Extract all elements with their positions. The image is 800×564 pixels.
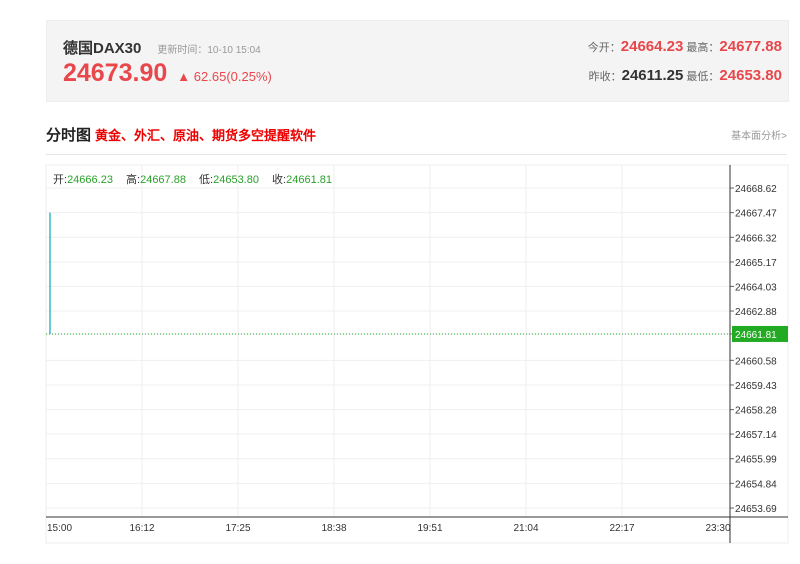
close-low-row: 昨收：24611.25 最低：24653.80 xyxy=(589,67,782,84)
y-tick-label: 24653.69 xyxy=(735,504,777,515)
high-value: 24677.88 xyxy=(719,38,782,55)
x-tick-label: 22:17 xyxy=(609,523,634,534)
legend-open-label: 开: xyxy=(53,174,68,186)
high-label: 最高： xyxy=(686,42,720,54)
legend-open: 24666.23 xyxy=(67,174,113,186)
open-label: 今开： xyxy=(587,42,621,54)
y-tick-label: 24668.62 xyxy=(735,184,777,195)
update-value: 10-10 15:04 xyxy=(207,45,261,56)
x-tick-label: 16:12 xyxy=(129,523,154,534)
price-row: 24673.90 ▲ 62.65(0.25%) xyxy=(63,59,272,88)
y-tick-label: 24660.58 xyxy=(735,356,777,367)
last-price-badge xyxy=(732,325,788,342)
ad-link[interactable]: 黄金、外汇、原油、期货多空提醒软件 xyxy=(95,128,317,143)
y-tick-label: 24654.84 xyxy=(735,479,777,490)
y-tick-label: 24657.14 xyxy=(735,430,777,441)
prev-close-label: 昨收： xyxy=(588,71,622,83)
current-price: 24673.90 xyxy=(63,59,168,87)
legend-close-label: 收: xyxy=(272,174,287,186)
legend-low: 24653.80 xyxy=(213,174,259,186)
y-tick-label: 24662.88 xyxy=(735,307,777,318)
ohlc-legend: 开:24666.23 高:24667.88 低:24653.80 收:24661… xyxy=(53,171,342,187)
legend-low-label: 低: xyxy=(199,174,214,186)
update-time: 更新时间：10-10 15:04 xyxy=(157,41,260,56)
y-tick-label: 24665.17 xyxy=(735,258,777,269)
x-tick-label: 17:25 xyxy=(225,523,250,534)
fundamental-analysis-link[interactable]: 基本面分析> xyxy=(731,131,787,142)
y-tick-label: 24667.47 xyxy=(735,209,777,220)
instrument-name: 德国DAX30 xyxy=(63,40,142,57)
section-title: 分时图 xyxy=(46,127,92,144)
open-high-row: 今开：24664.23 最高：24677.88 xyxy=(588,38,782,55)
low-label: 最低： xyxy=(686,71,720,83)
quote-panel: 德国DAX30 更新时间：10-10 15:04 24673.90 ▲ 62.6… xyxy=(46,20,789,102)
x-tick-label: 23:30 xyxy=(705,523,730,534)
y-tick-label: 24664.03 xyxy=(735,282,777,293)
x-tick-label: 19:51 xyxy=(417,523,442,534)
update-label: 更新时间： xyxy=(157,45,208,56)
open-value: 24664.23 xyxy=(620,38,684,55)
low-value: 24653.80 xyxy=(719,67,782,84)
y-tick-label: 24655.99 xyxy=(735,455,777,466)
arrow-up-icon: ▲ xyxy=(177,69,191,84)
y-tick-label: 24659.43 xyxy=(735,381,777,392)
y-tick-label: 24658.28 xyxy=(735,406,777,417)
legend-high: 24667.88 xyxy=(140,174,186,186)
title-row: 德国DAX30 更新时间：10-10 15:04 xyxy=(63,37,261,58)
price-change: ▲ 62.65(0.25%) xyxy=(177,69,272,84)
x-tick-label: 21:04 xyxy=(513,523,538,534)
y-tick-label: 24666.32 xyxy=(735,233,777,244)
x-tick-label: 15:00 xyxy=(47,523,72,534)
change-value: 62.65(0.25%) xyxy=(193,69,272,84)
chart-frame xyxy=(45,164,789,544)
y-tick-label: 24661.81 xyxy=(735,330,777,341)
x-tick-label: 18:38 xyxy=(321,523,346,534)
section-header: 分时图 黄金、外汇、原油、期货多空提醒软件 基本面分析> xyxy=(46,124,787,155)
prev-close-value: 24611.25 xyxy=(621,67,684,84)
legend-high-label: 高: xyxy=(126,174,141,186)
legend-close: 24661.81 xyxy=(286,174,332,186)
